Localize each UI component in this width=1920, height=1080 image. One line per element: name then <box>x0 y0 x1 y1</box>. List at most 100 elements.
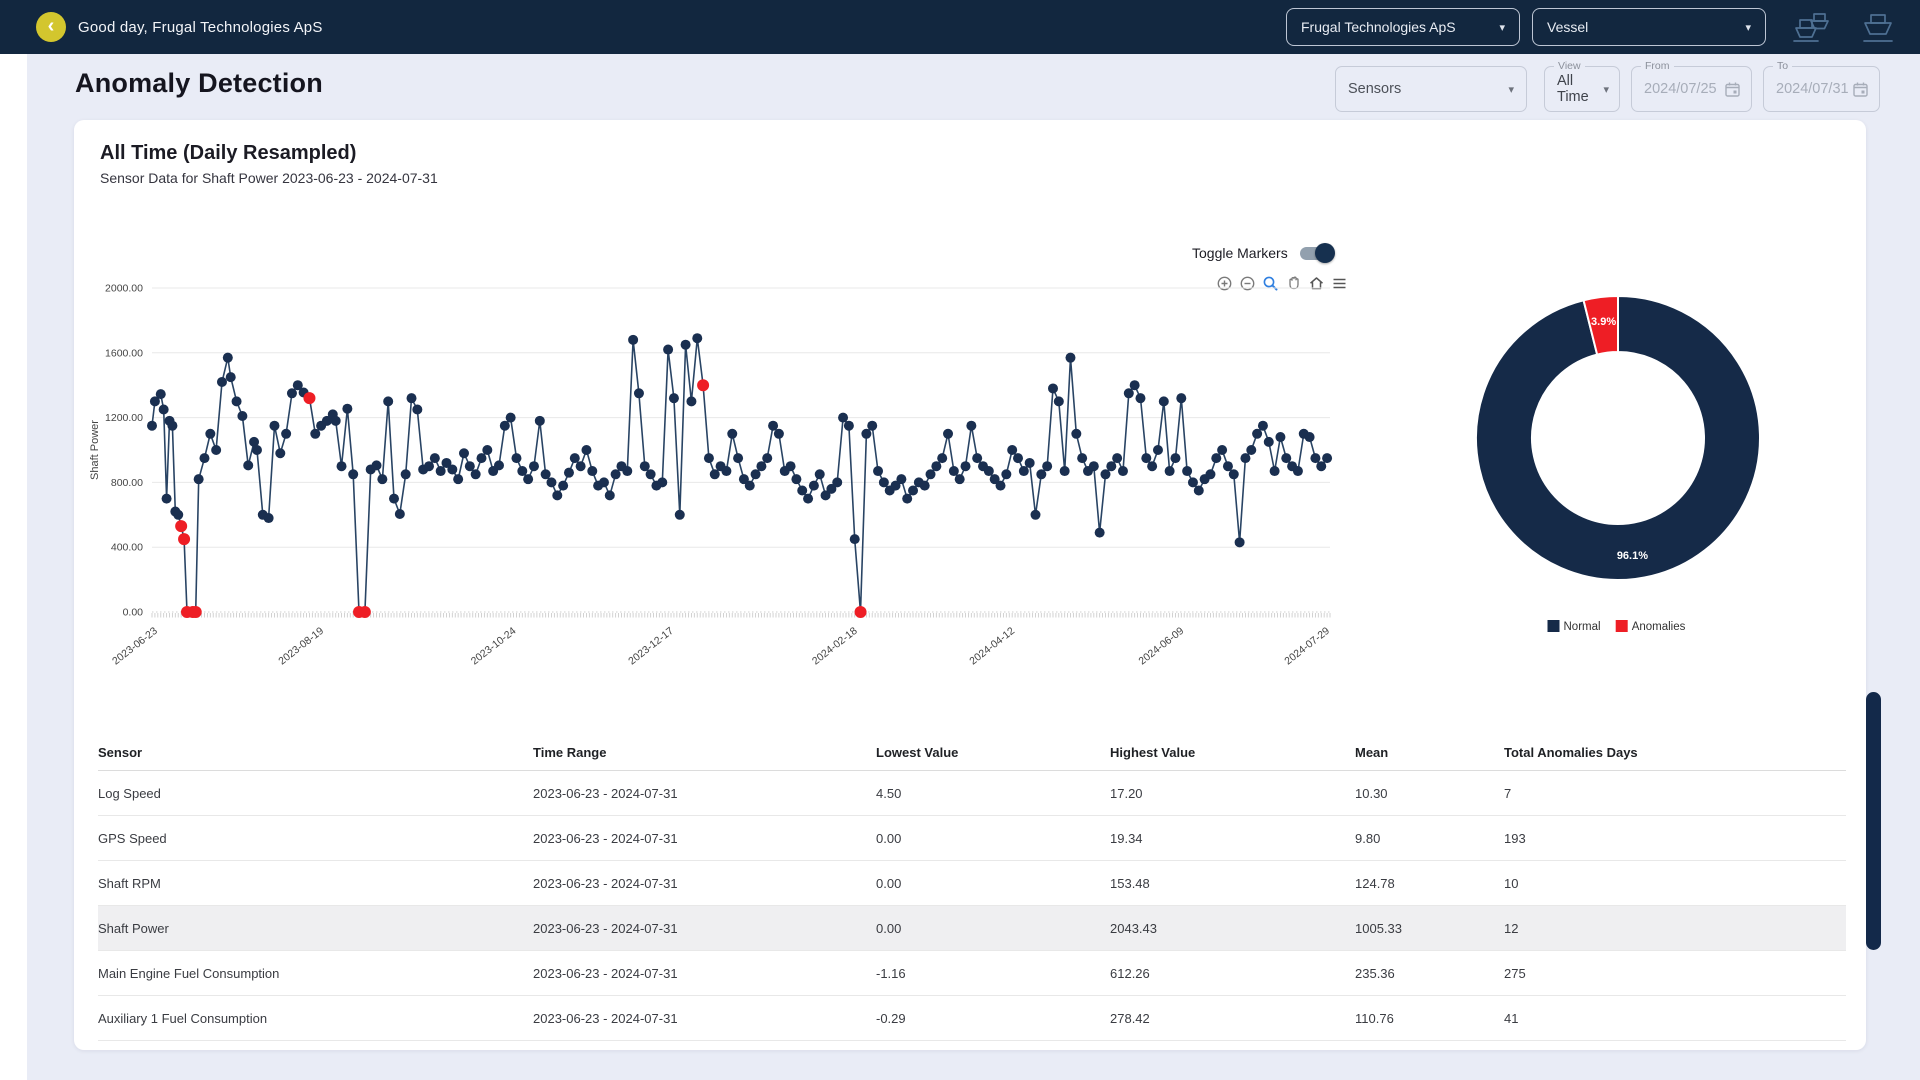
shaft-power-scatter-chart[interactable]: 0.00 400.00 800.00 1200.00 1600.00 2000.00 Sha… <box>78 260 1418 730</box>
table-cell: Shaft RPM <box>98 875 161 891</box>
table-cell: 2023-06-23 - 2024-07-31 <box>533 875 678 891</box>
back-button[interactable]: ‹ <box>36 12 66 42</box>
chart-modebar <box>1216 275 1348 292</box>
page-title: Anomaly Detection <box>75 68 323 98</box>
table-cell: 0.00 <box>876 920 902 936</box>
chevron-down-icon: ▾ <box>1499 21 1505 34</box>
toggle-markers-row: Toggle Markers <box>1192 243 1335 263</box>
svg-text:2023-12-17: 2023-12-17 <box>626 625 676 668</box>
card-subtitle: Sensor Data for Shaft Power 2023-06-23 -… <box>100 170 438 186</box>
table-body: Log Speed 2023-06-23 - 2024-07-31 4.50 17.2… <box>98 771 1846 1041</box>
svg-text:2023-08-19: 2023-08-19 <box>276 625 326 668</box>
svg-text:2024-04-12: 2024-04-12 <box>967 625 1017 668</box>
table-cell: GPS Speed <box>98 830 167 846</box>
table-row[interactable]: Auxiliary 1 Fuel Consumption 2023-06-23 -… <box>98 996 1846 1041</box>
table-cell: 41 <box>1504 1010 1519 1026</box>
page-scrollbar-thumb[interactable] <box>1866 692 1881 950</box>
table-header-cell: Lowest Value <box>876 745 959 760</box>
table-cell: 2023-06-23 - 2024-07-31 <box>533 830 678 846</box>
toggle-markers-label: Toggle Markers <box>1192 245 1288 261</box>
donut-chart-area: 3.9% 96.1% Normal Anomalies <box>1456 206 1780 666</box>
scatter-chart-area: 0.00 400.00 800.00 1200.00 1600.00 2000.00 Sha… <box>78 260 1418 730</box>
table-cell: 1005.33 <box>1355 920 1402 936</box>
vessel-select[interactable]: Vessel ▾ <box>1532 8 1766 46</box>
table-cell: 10 <box>1504 875 1519 891</box>
table-cell: 17.20 <box>1110 785 1143 801</box>
calendar-icon[interactable] <box>1852 81 1869 98</box>
view-field-label: View <box>1554 60 1585 72</box>
zoom-out-icon[interactable] <box>1239 275 1256 292</box>
table-cell: Shaft Power <box>98 920 169 936</box>
svg-text:2000.00: 2000.00 <box>105 283 143 295</box>
menu-bars-icon[interactable] <box>1331 275 1348 292</box>
from-date-value: 2024/07/25 <box>1644 81 1717 97</box>
svg-text:0.00: 0.00 <box>123 607 144 619</box>
table-cell: Main Engine Fuel Consumption <box>98 965 280 981</box>
company-select-value: Frugal Technologies ApS <box>1301 19 1456 35</box>
chevron-down-icon: ▾ <box>1603 83 1609 96</box>
fleet-icon[interactable] <box>1792 10 1836 44</box>
svg-text:2024-02-18: 2024-02-18 <box>810 625 860 668</box>
table-cell: 4.50 <box>876 785 902 801</box>
table-cell: 2023-06-23 - 2024-07-31 <box>533 1010 678 1026</box>
table-cell: 153.48 <box>1110 875 1150 891</box>
table-cell: -0.29 <box>876 1010 906 1026</box>
svg-text:1600.00: 1600.00 <box>105 347 143 359</box>
company-select[interactable]: Frugal Technologies ApS ▾ <box>1286 8 1520 46</box>
zoom-in-icon[interactable] <box>1216 275 1233 292</box>
sensors-select[interactable]: Sensors ▾ <box>1335 66 1527 112</box>
anomaly-card: All Time (Daily Resampled) Sensor Data f… <box>74 120 1866 1050</box>
view-select-value: All Time <box>1557 73 1589 105</box>
svg-text:Normal: Normal <box>1564 621 1601 633</box>
sensors-select-value: Sensors <box>1348 81 1402 97</box>
from-date-field[interactable]: From 2024/07/25 <box>1631 60 1752 112</box>
vessel-icon[interactable] <box>1858 10 1898 44</box>
table-cell: 235.36 <box>1355 965 1395 981</box>
svg-text:2024-06-09: 2024-06-09 <box>1137 625 1187 668</box>
chevron-down-icon: ▾ <box>1508 83 1514 96</box>
table-cell: 9.80 <box>1355 830 1381 846</box>
svg-text:3.9%: 3.9% <box>1591 316 1616 328</box>
svg-text:2023-10-24: 2023-10-24 <box>469 625 519 668</box>
table-cell: 0.00 <box>876 875 902 891</box>
greeting-text: Good day, Frugal Technologies ApS <box>78 18 323 36</box>
svg-text:Anomalies: Anomalies <box>1632 621 1686 633</box>
table-header-cell: Mean <box>1355 745 1389 760</box>
table-cell: 7 <box>1504 785 1512 801</box>
table-cell: 2023-06-23 - 2024-07-31 <box>533 965 678 981</box>
table-cell: 0.00 <box>876 830 902 846</box>
table-row[interactable]: GPS Speed 2023-06-23 - 2024-07-31 0.00 19.3… <box>98 816 1846 861</box>
table-header-cell: Sensor <box>98 745 143 760</box>
anomaly-ratio-donut-chart[interactable]: 3.9% 96.1% Normal Anomalies <box>1456 206 1780 666</box>
switch-knob <box>1314 243 1335 263</box>
table-row[interactable]: Log Speed 2023-06-23 - 2024-07-31 4.50 17.2… <box>98 771 1846 816</box>
table-cell: Auxiliary 1 Fuel Consumption <box>98 1010 268 1026</box>
calendar-icon[interactable] <box>1724 81 1741 98</box>
table-header-cell: Total Anomalies Days <box>1504 745 1638 760</box>
table-row[interactable]: Shaft Power 2023-06-23 - 2024-07-31 0.00 20… <box>98 906 1846 951</box>
svg-text:800.00: 800.00 <box>111 477 143 489</box>
table-cell: 124.78 <box>1355 875 1395 891</box>
to-field-label: To <box>1773 60 1793 72</box>
from-field-label: From <box>1641 60 1674 72</box>
to-date-field[interactable]: To 2024/07/31 <box>1763 60 1880 112</box>
table-cell: 110.76 <box>1355 1010 1394 1026</box>
legend-item-normal[interactable]: Normal <box>1547 620 1601 633</box>
view-select[interactable]: View All Time ▾ <box>1544 60 1620 112</box>
table-header-cell: Highest Value <box>1110 745 1196 760</box>
table-row[interactable]: Main Engine Fuel Consumption 2023-06-23 -… <box>98 951 1846 996</box>
toggle-markers-switch[interactable] <box>1298 243 1335 263</box>
table-cell: Log Speed <box>98 785 161 801</box>
table-cell: 612.26 <box>1110 965 1150 981</box>
chevron-down-icon: ▾ <box>1745 21 1751 34</box>
table-cell: -1.16 <box>876 965 906 981</box>
table-row[interactable]: Shaft RPM 2023-06-23 - 2024-07-31 0.00 153.… <box>98 861 1846 906</box>
box-zoom-icon[interactable] <box>1262 275 1279 292</box>
legend-item-anomalies[interactable]: Anomalies <box>1615 620 1686 633</box>
top-navbar: ‹ Good day, Frugal Technologies ApS Frug… <box>0 0 1920 54</box>
svg-text:400.00: 400.00 <box>111 542 143 554</box>
table-cell: 10.30 <box>1355 785 1388 801</box>
vessel-select-value: Vessel <box>1547 19 1589 35</box>
svg-text:2024-07-29: 2024-07-29 <box>1282 625 1332 668</box>
svg-text:2023-06-23: 2023-06-23 <box>110 625 160 668</box>
